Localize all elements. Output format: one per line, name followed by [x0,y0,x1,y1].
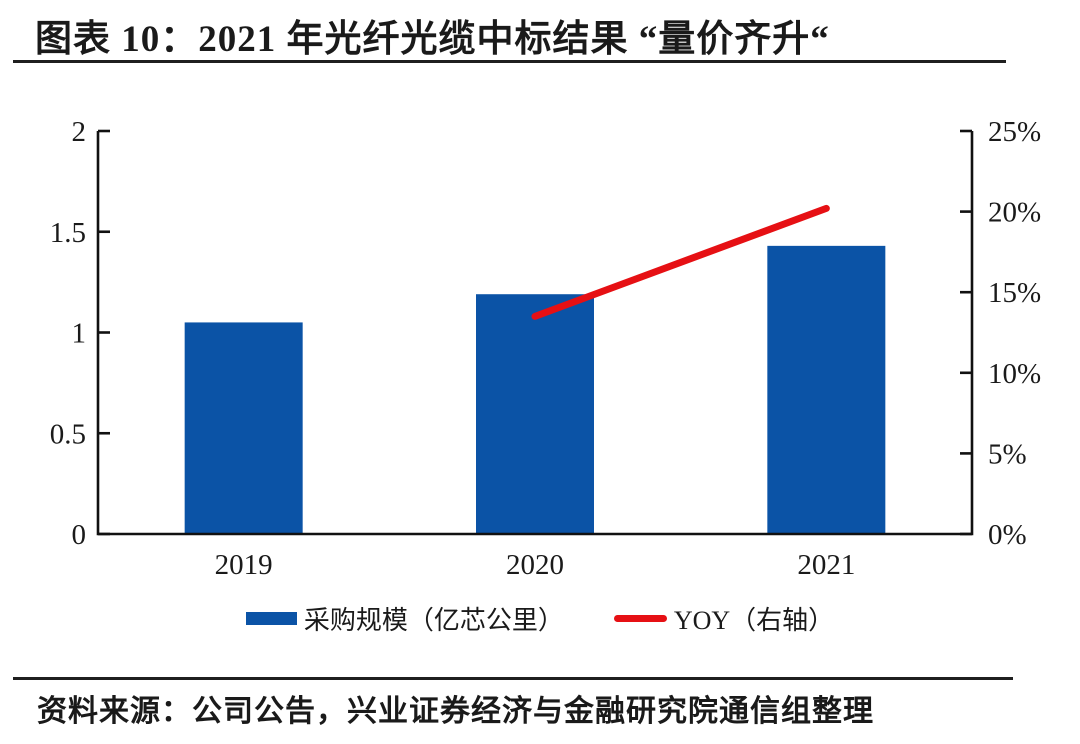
figure-title: 图表 10：2021 年光纤光缆中标结果 “量价齐升“ [35,19,830,60]
left-axis-tick-label: 0.5 [50,418,86,450]
chart-legend: 采购规模（亿芯公里） YOY（右轴） [0,600,1080,637]
x-axis-label-2019: 2019 [215,549,273,581]
right-axis-tick-label: 15% [988,277,1041,309]
legend-item-procurement: 采购规模（亿芯公里） [245,600,564,637]
bar-2020 [476,294,594,534]
right-axis-tick-label: 10% [988,358,1041,390]
x-axis-label-2021: 2021 [797,549,855,581]
bar-series-label: 采购规模（亿芯公里） [303,606,564,635]
title-underline [13,60,1006,63]
bar-2021 [767,245,886,535]
right-axis-tick-label: 25% [988,116,1041,148]
right-axis-tick-label: 5% [988,438,1027,470]
right-axis-tick-label: 0% [988,519,1027,551]
legend-item-yoy: YOY（右轴） [613,600,835,637]
line-series-label: YOY（右轴） [673,606,835,635]
yoy-line [531,204,830,320]
bar-2019 [184,322,303,534]
left-axis-tick-label: 1.5 [50,217,86,249]
source-note: 资料来源：公司公告，兴业证券经济与金融研究院通信组整理 [37,695,874,728]
source-divider [13,677,1013,680]
left-axis-tick-label: 1 [72,318,87,350]
left-axis-tick-label: 2 [72,116,87,148]
left-axis-tick-label: 0 [72,519,87,551]
line-series-swatch [613,615,667,622]
bar-series-swatch [245,612,297,625]
right-axis-tick-label: 20% [988,197,1041,229]
x-axis-label-2020: 2020 [506,549,564,581]
